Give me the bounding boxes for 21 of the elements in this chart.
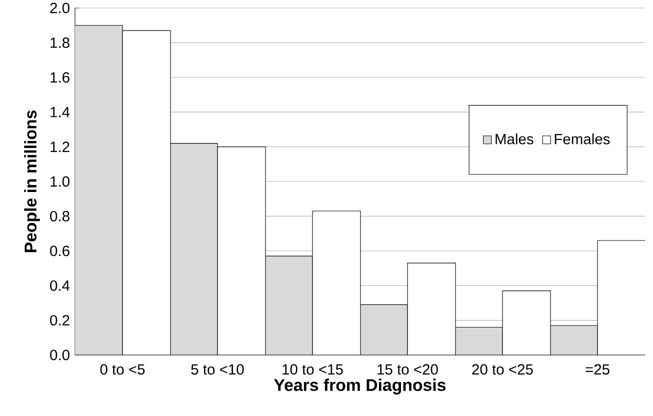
- y-tick-label: 0.8: [50, 210, 70, 222]
- y-axis-title: People in millions: [24, 110, 40, 252]
- x-axis-title: Years from Diagnosis: [274, 378, 446, 394]
- y-tick-label: 1.0: [50, 176, 70, 187]
- x-tick-label: =25: [586, 364, 610, 375]
- y-tick-label: 2.0: [50, 2, 70, 14]
- y-tick-label: 0.6: [50, 246, 70, 256]
- y-tick-label: 0.2: [50, 315, 70, 326]
- y-tick-label: 1.6: [50, 72, 70, 83]
- x-tick-label: 20 to <25: [472, 364, 533, 375]
- y-tick-label: 0.4: [50, 280, 70, 291]
- x-tick-label: 5 to <10: [191, 364, 244, 375]
- x-tick-label: 15 to <20: [378, 364, 438, 375]
- legend-label: Males: [496, 133, 534, 144]
- y-tick-label: 1.2: [50, 142, 70, 152]
- x-tick-label: 10 to <15: [282, 364, 343, 375]
- legend-label: Females: [554, 133, 610, 144]
- y-tick-label: 1.4: [50, 107, 70, 118]
- x-tick-label: 0 to <5: [100, 364, 145, 375]
- y-tick-label: 0.0: [50, 350, 70, 360]
- y-tick-label: 1.8: [50, 37, 70, 48]
